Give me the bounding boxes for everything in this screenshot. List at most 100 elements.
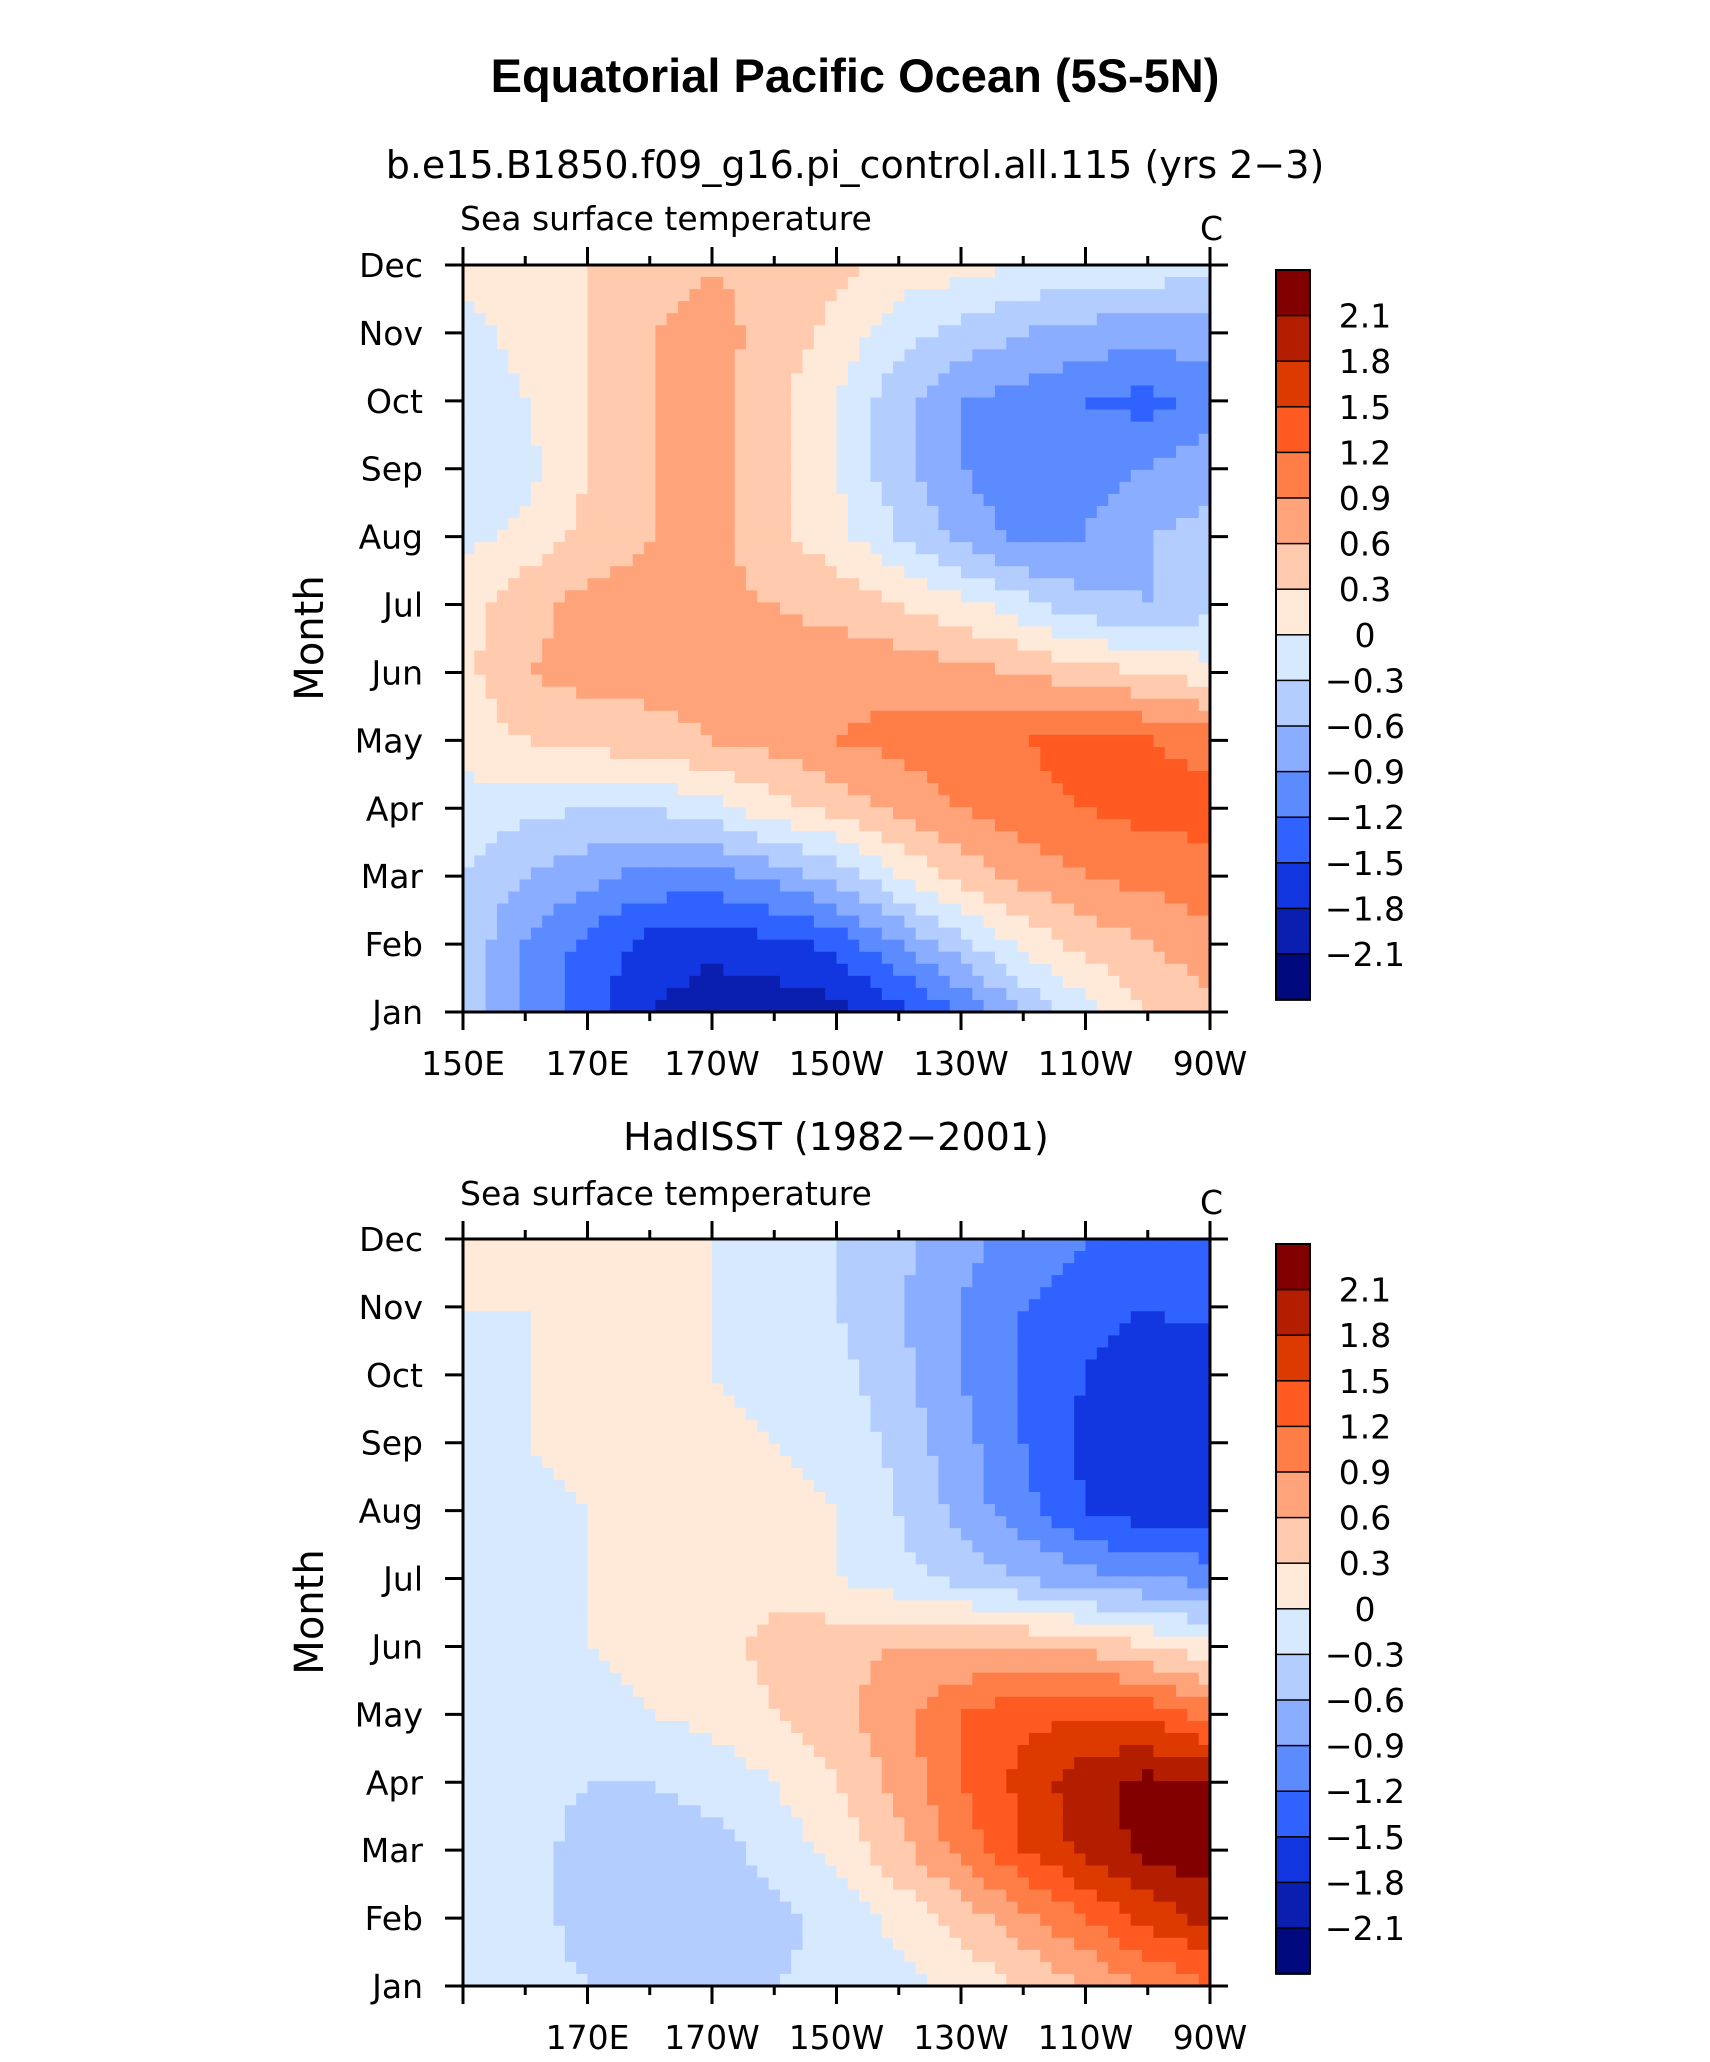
heatmap-cell	[1051, 542, 1064, 555]
heatmap-cell	[632, 481, 645, 495]
heatmap-cell	[802, 349, 815, 363]
heatmap-cell	[1062, 783, 1075, 796]
heatmap-cell	[983, 337, 996, 351]
colorbar-box	[1275, 588, 1311, 637]
heatmap-cell	[463, 1877, 476, 1891]
heatmap-cell	[847, 289, 860, 302]
heatmap-cell	[1006, 662, 1019, 676]
heatmap-cell	[723, 397, 736, 411]
heatmap-cell	[859, 457, 872, 471]
heatmap-cell	[1153, 277, 1166, 290]
heatmap-cell	[542, 530, 555, 543]
heatmap-cell	[836, 445, 849, 459]
heatmap-cell	[689, 325, 702, 338]
heatmap-cell	[1040, 530, 1053, 543]
heatmap-cell	[1130, 771, 1143, 784]
heatmap-cell	[1164, 301, 1177, 314]
heatmap-cell	[802, 409, 815, 423]
heatmap-cell	[689, 855, 702, 869]
heatmap-cell	[1130, 578, 1143, 592]
heatmap-cell	[1028, 421, 1041, 435]
heatmap-cell	[1085, 578, 1098, 592]
heatmap-cell	[621, 421, 634, 435]
heatmap-cell	[587, 771, 600, 784]
heatmap-cell	[847, 927, 860, 941]
heatmap-cell	[496, 1395, 509, 1409]
heatmap-cell	[961, 843, 974, 857]
heatmap-cell	[757, 843, 770, 857]
heatmap-cell	[712, 313, 725, 326]
heatmap-cell	[508, 686, 521, 700]
heatmap-cell	[881, 999, 894, 1013]
heatmap-cell	[621, 614, 634, 628]
heatmap-cell	[1153, 505, 1166, 519]
heatmap-cell	[1017, 325, 1030, 338]
heatmap-cell	[1028, 626, 1041, 640]
heatmap-cell	[474, 975, 487, 989]
heatmap-cell	[813, 939, 826, 953]
heatmap-cell	[1017, 867, 1030, 881]
heatmap-cell	[553, 578, 566, 592]
heatmap-cell	[474, 807, 487, 820]
heatmap-cell	[610, 927, 623, 941]
heatmap-cell	[485, 505, 498, 519]
heatmap-cell	[1040, 710, 1053, 724]
heatmap-cell	[1062, 963, 1075, 977]
heatmap-cell	[553, 1708, 566, 1722]
heatmap-cell	[1074, 578, 1087, 592]
heatmap-cell	[723, 445, 736, 459]
heatmap-cell	[972, 614, 985, 628]
heatmap-cell	[1187, 831, 1200, 845]
heatmap-cell	[994, 698, 1007, 712]
heatmap-cell	[553, 1757, 566, 1770]
heatmap-cell	[904, 265, 917, 278]
heatmap-cell	[847, 903, 860, 917]
heatmap-cell	[666, 686, 679, 700]
heatmap-cell	[621, 349, 634, 363]
heatmap-cell	[519, 1769, 532, 1782]
heatmap-cell	[768, 638, 781, 652]
heatmap-cell	[994, 999, 1007, 1013]
heatmap-cell	[496, 1516, 509, 1529]
heatmap-cell	[961, 927, 974, 941]
heatmap-cell	[1108, 373, 1121, 387]
heatmap-cell	[1119, 927, 1132, 941]
heatmap-cell	[564, 722, 577, 736]
heatmap-cell	[994, 469, 1007, 483]
heatmap-cell	[904, 518, 917, 531]
heatmap-cell	[542, 1540, 555, 1553]
heatmap-cell	[904, 843, 917, 857]
heatmap-cell	[496, 650, 509, 664]
heatmap-cell	[530, 963, 543, 977]
heatmap-cell	[1006, 289, 1019, 302]
heatmap-cell	[655, 469, 668, 483]
heatmap-cell	[802, 939, 815, 953]
heatmap-cell	[1040, 301, 1053, 314]
heatmap-cell	[1017, 349, 1030, 363]
heatmap-cell	[836, 289, 849, 302]
heatmap-cell	[1051, 373, 1064, 387]
heatmap-cell	[904, 927, 917, 941]
heatmap-cell	[508, 542, 521, 555]
heatmap-cell	[598, 614, 611, 628]
heatmap-cell	[779, 734, 792, 748]
heatmap-cell	[485, 638, 498, 652]
heatmap-cell	[972, 638, 985, 652]
heatmap-cell	[1017, 542, 1030, 555]
heatmap-cell	[485, 1552, 498, 1566]
heatmap-cell	[791, 915, 804, 929]
heatmap-cell	[745, 758, 758, 772]
heatmap-cell	[757, 469, 770, 483]
heatmap-cell	[485, 469, 498, 483]
heatmap-cell	[689, 903, 702, 917]
heatmap-cell	[553, 1576, 566, 1590]
heatmap-cell	[813, 566, 826, 579]
heatmap-cell	[485, 1660, 498, 1674]
heatmap-cell	[734, 831, 747, 845]
heatmap-cell	[983, 590, 996, 604]
heatmap-cell	[825, 554, 838, 567]
heatmap-cell	[1006, 505, 1019, 519]
heatmap-cell	[745, 819, 758, 832]
heatmap-cell	[1108, 903, 1121, 917]
heatmap-cell	[1051, 771, 1064, 784]
